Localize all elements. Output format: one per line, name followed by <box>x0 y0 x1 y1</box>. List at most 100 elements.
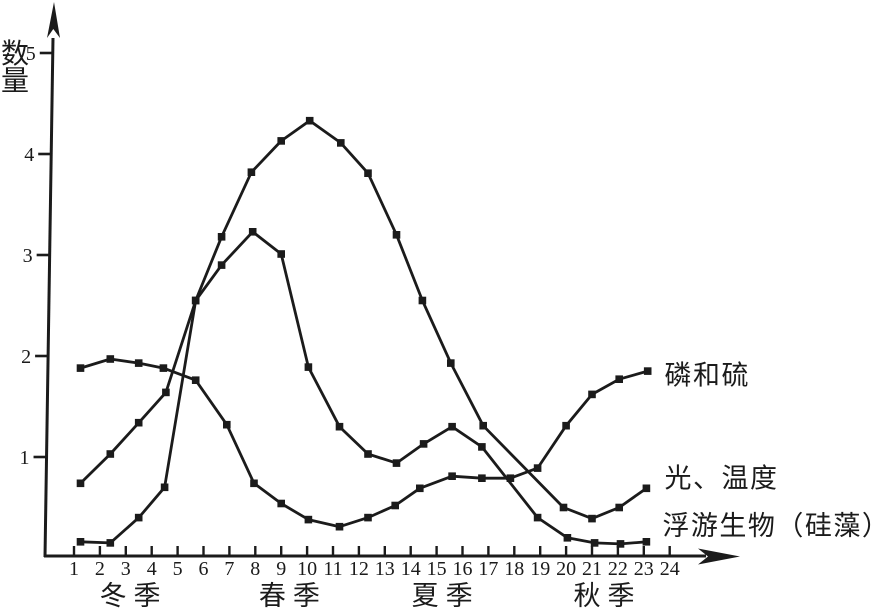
data-point-marker <box>337 139 345 147</box>
series-line-light-temperature <box>79 119 648 520</box>
y-tick-label: 1 <box>20 447 30 469</box>
x-tick-label: 2 <box>95 558 105 580</box>
x-tick-label: 17 <box>478 558 498 580</box>
data-point-marker <box>391 501 399 510</box>
data-point-marker <box>448 422 456 431</box>
data-point-marker <box>250 479 258 488</box>
data-point-marker <box>643 367 652 375</box>
data-point-marker <box>533 464 542 472</box>
data-point-marker <box>616 540 625 548</box>
data-point-marker <box>76 364 85 372</box>
x-tick-label: 16 <box>453 558 473 580</box>
x-tick-label: 20 <box>556 558 576 580</box>
data-point-marker <box>419 440 428 448</box>
data-point-marker <box>191 296 200 305</box>
data-point-marker <box>304 515 313 524</box>
data-point-marker <box>506 474 515 482</box>
season-label-spring: 春季 <box>259 581 327 611</box>
data-point-marker <box>134 513 143 522</box>
data-point-marker <box>217 233 226 241</box>
season-label-summer: 夏季 <box>412 581 480 611</box>
data-point-marker <box>106 450 115 458</box>
x-tick-label: 1 <box>69 558 79 580</box>
data-point-marker <box>223 420 231 429</box>
series-line-phosphorus-sulfur <box>79 357 650 529</box>
curve-label-light-temperature: 光、温度 <box>665 463 779 493</box>
x-tick-label: 11 <box>323 558 342 580</box>
data-point-marker <box>159 364 168 372</box>
data-point-marker <box>478 443 486 451</box>
data-point-marker <box>305 116 314 125</box>
season-label-autumn: 秋季 <box>574 581 642 611</box>
x-tick-label: 4 <box>147 558 157 580</box>
x-tick-label: 22 <box>608 558 628 580</box>
y-tick-label: 5 <box>26 43 36 65</box>
data-point-marker <box>76 538 85 546</box>
data-point-marker <box>448 472 456 480</box>
data-point-marker <box>277 250 285 258</box>
data-point-marker <box>533 513 542 522</box>
data-point-marker <box>416 484 424 493</box>
x-tick-label: 3 <box>121 558 131 580</box>
y-axis-arrow-icon <box>47 2 60 38</box>
data-point-marker <box>160 483 169 492</box>
data-point-marker <box>335 522 344 531</box>
y-tick-labels: 1 2 3 4 5 <box>20 43 53 469</box>
x-tick-label: 10 <box>297 558 317 580</box>
y-axis-line <box>43 37 55 558</box>
data-point-marker <box>304 363 313 371</box>
data-point-marker <box>559 503 568 512</box>
x-tick-label: 14 <box>401 558 421 580</box>
x-tick-label: 23 <box>634 558 654 580</box>
data-point-marker <box>247 168 256 176</box>
x-tick-label: 6 <box>199 558 209 580</box>
x-tick-label: 18 <box>504 558 524 580</box>
y-axis-title-char: 数 <box>1 38 29 70</box>
data-point-marker <box>642 538 651 546</box>
y-axis-title-char: 量 <box>1 66 29 97</box>
series-light-temperature <box>76 116 651 523</box>
data-point-marker <box>277 499 285 508</box>
data-point-marker <box>217 261 226 269</box>
x-tick-label: 19 <box>530 558 550 580</box>
x-tick-label: 21 <box>582 558 602 580</box>
data-point-marker <box>248 228 257 236</box>
series-markers-light-temperature <box>76 116 651 523</box>
data-point-marker <box>615 503 623 512</box>
data-point-marker <box>418 296 427 305</box>
x-tick-label: 13 <box>375 558 395 580</box>
data-point-marker <box>277 137 285 145</box>
data-point-marker <box>563 534 572 542</box>
data-point-marker <box>588 390 596 399</box>
series-line-plankton-diatoms <box>79 230 648 546</box>
series-markers-phosphorus-sulfur <box>76 355 652 531</box>
data-point-marker <box>615 375 623 383</box>
data-point-marker <box>562 421 570 430</box>
x-tick-label: 24 <box>660 558 680 580</box>
x-tick-label: 7 <box>224 558 234 580</box>
curve-label-plankton-diatoms: 浮游生物（硅藻） <box>662 511 889 541</box>
data-point-marker <box>364 513 372 522</box>
data-point-marker <box>478 474 486 482</box>
data-point-marker <box>392 459 401 467</box>
data-point-marker <box>162 388 170 397</box>
y-tick-label: 4 <box>24 144 34 166</box>
x-tick-label: 9 <box>276 558 286 580</box>
data-point-marker <box>588 514 596 523</box>
data-point-marker <box>76 479 85 488</box>
x-tick-label: 15 <box>427 558 447 580</box>
y-tick-label: 2 <box>21 346 31 368</box>
curve-label-phosphorus-sulfur: 磷和硫 <box>665 360 751 390</box>
series-markers-plankton-diatoms <box>76 228 651 548</box>
x-tick-label: 12 <box>349 558 369 580</box>
data-point-marker <box>134 359 143 367</box>
data-point-marker <box>106 539 115 547</box>
season-label-winter: 冬季 <box>100 581 168 611</box>
data-point-marker <box>335 422 344 431</box>
y-axis-title: 数量 <box>1 38 29 97</box>
y-tick-label: 3 <box>23 245 33 267</box>
data-point-marker <box>364 450 372 458</box>
data-point-marker <box>479 421 487 430</box>
